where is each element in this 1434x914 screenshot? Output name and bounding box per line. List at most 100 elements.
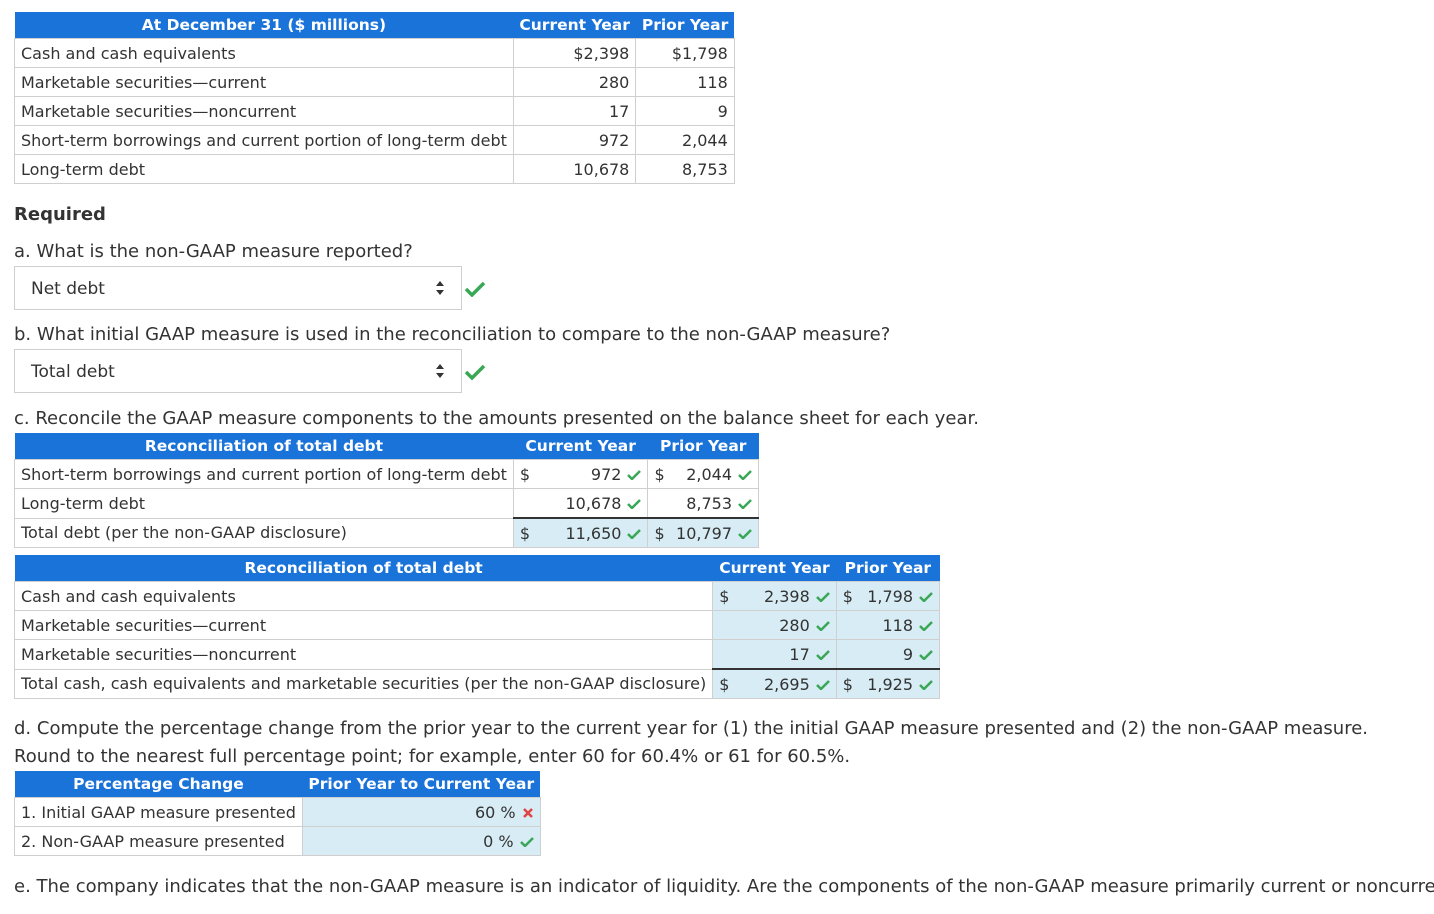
current-year-value: 17 [512,96,637,126]
row-label: Total debt (per the non-GAAP disclosure) [14,517,514,548]
recon-cash-header-current: Current Year [712,555,837,582]
prior-year-input[interactable]: 118 [835,610,941,640]
row-label: Marketable securities—current [13,610,714,640]
percentage-header-period: Prior Year to Current Year [302,771,541,798]
table-row: Total debt (per the non-GAAP disclosure)… [14,517,759,548]
prior-year-value: 1,798 [867,586,913,606]
required-heading: Required [14,204,106,225]
check-icon [519,837,534,847]
recon-debt-table: Reconciliation of total debt Current Yea… [14,433,759,548]
table-row: Short-term borrowings and current portio… [14,125,735,155]
check-icon [919,680,933,690]
current-year-input[interactable]: $2,398 [712,581,837,611]
check-icon [919,621,933,631]
current-year-value: 2,695 [763,674,810,694]
question-b: b. What initial GAAP measure is used in … [14,324,891,345]
balance-header-current: Current Year [513,12,636,39]
percentage-input[interactable]: 0 % [301,826,541,856]
current-year-input[interactable]: $11,650 [512,517,649,548]
current-year-input[interactable]: 10,678 [512,488,649,519]
row-label: Long-term debt [14,154,514,184]
question-a: a. What is the non-GAAP measure reported… [14,241,413,262]
dollar-sign: $ [654,464,665,484]
prior-year-input[interactable]: $1,798 [835,581,941,611]
current-year-input[interactable]: 17 [712,639,837,670]
current-year-input[interactable]: 280 [712,610,837,640]
prior-year-input[interactable]: 8,753 [647,488,759,519]
table-row: 2. Non-GAAP measure presented 0 % [14,826,541,856]
updown-arrow-icon [436,281,444,295]
check-icon [738,499,752,509]
check-icon [738,470,752,480]
recon-debt-header-label: Reconciliation of total debt [14,433,514,460]
row-label: Marketable securities—noncurrent [13,639,714,670]
row-label: Cash and cash equivalents [14,38,514,68]
percentage-header-row: Percentage Change Prior Year to Current … [14,771,541,798]
current-year-value: 10,678 [512,154,637,184]
question-c: c. Reconcile the GAAP measure components… [14,408,979,429]
balance-header-prior: Prior Year [635,12,735,39]
recon-cash-header-row: Reconciliation of total debt Current Yea… [14,555,940,582]
prior-year-value: 1,925 [867,674,913,694]
question-d-line2: Round to the nearest full percentage poi… [14,746,851,767]
current-year-value: 280 [512,67,637,97]
table-row: Short-term borrowings and current portio… [14,459,759,489]
answer-b-select[interactable]: Total debt [14,349,462,393]
prior-year-input[interactable]: $2,044 [647,459,759,489]
percentage-table: Percentage Change Prior Year to Current … [14,771,541,856]
question-e: e. The company indicates that the non-GA… [14,876,1434,897]
check-icon [815,621,830,631]
answer-a-select[interactable]: Net debt [14,266,462,310]
row-label: Cash and cash equivalents [13,581,714,611]
prior-year-input[interactable]: 9 [835,639,941,670]
balance-header-row: At December 31 ($ millions) Current Year… [14,12,735,39]
prior-year-value: 118 [635,67,735,97]
row-label: 1. Initial GAAP measure presented [14,797,303,827]
table-row: Marketable securities—noncurrent 17 9 [14,96,735,126]
recon-debt-header-current: Current Year [513,433,648,460]
prior-year-value: 9 [635,96,735,126]
table-row: Cash and cash equivalents $2,398 $1,798 [14,38,735,68]
prior-year-value: 8,753 [635,154,735,184]
balance-header-label: At December 31 ($ millions) [14,12,514,39]
prior-year-value: 8,753 [686,493,732,513]
row-label: Marketable securities—noncurrent [14,96,514,126]
row-label: Short-term borrowings and current portio… [14,459,514,489]
check-icon [815,650,830,660]
row-label: Total cash, cash equivalents and marketa… [13,668,714,699]
current-year-value: 972 [590,464,622,484]
check-icon [464,364,486,380]
recon-cash-table: Reconciliation of total debt Current Yea… [13,555,941,699]
table-row: Marketable securities—current 280 118 [14,67,735,97]
table-row: Long-term debt 10,678 8,753 [14,488,759,519]
current-year-input[interactable]: $972 [512,459,649,489]
prior-year-input[interactable]: $1,925 [835,668,941,699]
answer-a-value: Net debt [31,279,105,299]
prior-year-value: 9 [902,644,913,664]
dollar-sign: $ [842,586,853,606]
check-icon [627,470,642,480]
prior-year-value: 118 [882,615,913,635]
current-year-value: 11,650 [565,523,622,543]
x-icon [522,808,533,818]
dollar-sign: $ [519,464,531,484]
table-row: Marketable securities—current 280 118 [13,610,941,640]
prior-year-value: $1,798 [635,38,735,68]
balance-table: At December 31 ($ millions) Current Year… [14,12,735,184]
percentage-value: 0 [483,831,494,851]
check-icon [627,529,642,539]
dollar-sign: $ [719,586,730,606]
table-row: Total cash, cash equivalents and marketa… [13,668,941,699]
current-year-input[interactable]: $2,695 [712,668,837,699]
current-year-value: 280 [779,615,810,635]
prior-year-value: 2,044 [635,125,735,155]
recon-cash-header-label: Reconciliation of total debt [14,555,713,582]
check-icon [815,592,830,602]
percentage-input[interactable]: 60 % [301,797,541,827]
question-d-line1: d. Compute the percentage change from th… [14,718,1369,739]
current-year-value: 17 [789,644,810,664]
row-label: Marketable securities—current [14,67,514,97]
dollar-sign: $ [719,674,730,694]
table-row: 1. Initial GAAP measure presented 60 % [14,797,541,827]
prior-year-input[interactable]: $10,797 [647,517,759,548]
